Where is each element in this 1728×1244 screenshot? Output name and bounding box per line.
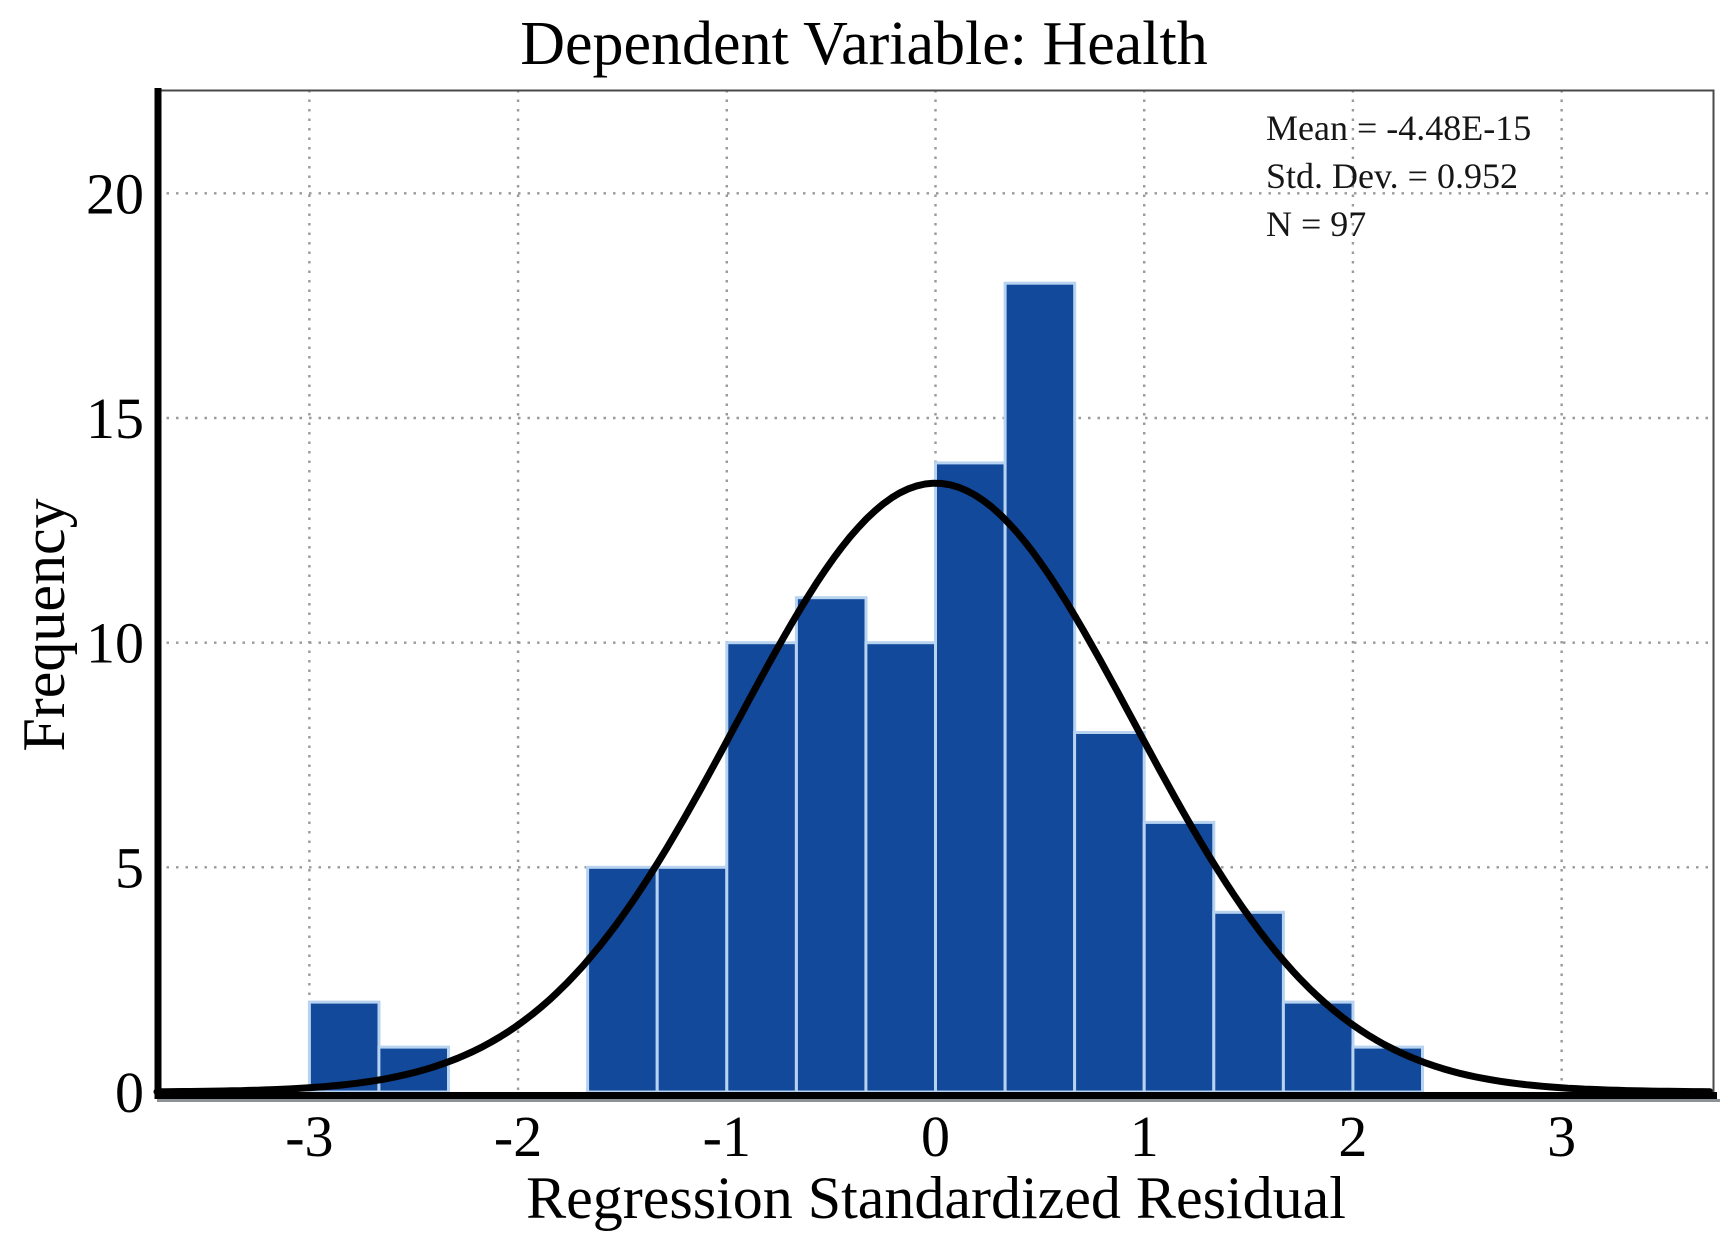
x-tick-label: 0 — [921, 1104, 950, 1169]
y-axis-tick-labels: 0 5 10 15 20 — [86, 161, 144, 1125]
x-tick-label: -1 — [703, 1104, 751, 1169]
stat-mean: Mean = -4.48E-15 — [1266, 108, 1531, 148]
y-axis-title: Frequency — [11, 498, 77, 751]
histogram-bar — [934, 461, 1007, 1094]
x-tick-label: -3 — [285, 1104, 333, 1169]
histogram-bars — [307, 281, 1425, 1094]
histogram-bar — [1003, 281, 1077, 1094]
histogram-bar — [725, 641, 798, 1094]
stat-std-dev: Std. Dev. = 0.952 — [1266, 156, 1518, 196]
x-tick-label: 2 — [1338, 1104, 1367, 1169]
x-axis-tick-labels: -3 -2 -1 0 1 2 3 — [285, 1104, 1576, 1169]
y-tick-label: 0 — [115, 1060, 144, 1125]
histogram-bar — [655, 865, 729, 1094]
stat-n: N = 97 — [1266, 204, 1366, 244]
stats-annotation: Mean = -4.48E-15 Std. Dev. = 0.952 N = 9… — [1266, 108, 1531, 244]
x-tick-label: 3 — [1547, 1104, 1576, 1169]
histogram-bar — [864, 641, 938, 1094]
histogram-bar — [1212, 910, 1285, 1094]
histogram-bar — [1073, 731, 1146, 1094]
histogram-bar — [1351, 1045, 1425, 1094]
chart-title: Dependent Variable: Health — [520, 10, 1207, 78]
x-tick-label: 1 — [1130, 1104, 1159, 1169]
y-tick-label: 15 — [86, 386, 144, 451]
histogram-bar — [794, 596, 868, 1094]
histogram-bar — [1142, 820, 1216, 1094]
y-tick-label: 10 — [86, 611, 144, 676]
x-axis-title: Regression Standardized Residual — [526, 1165, 1346, 1231]
y-tick-label: 5 — [115, 835, 144, 900]
y-tick-label: 20 — [86, 161, 144, 226]
x-tick-label: -2 — [494, 1104, 542, 1169]
normal-curve — [153, 479, 1714, 1096]
histogram-bar — [586, 865, 659, 1094]
